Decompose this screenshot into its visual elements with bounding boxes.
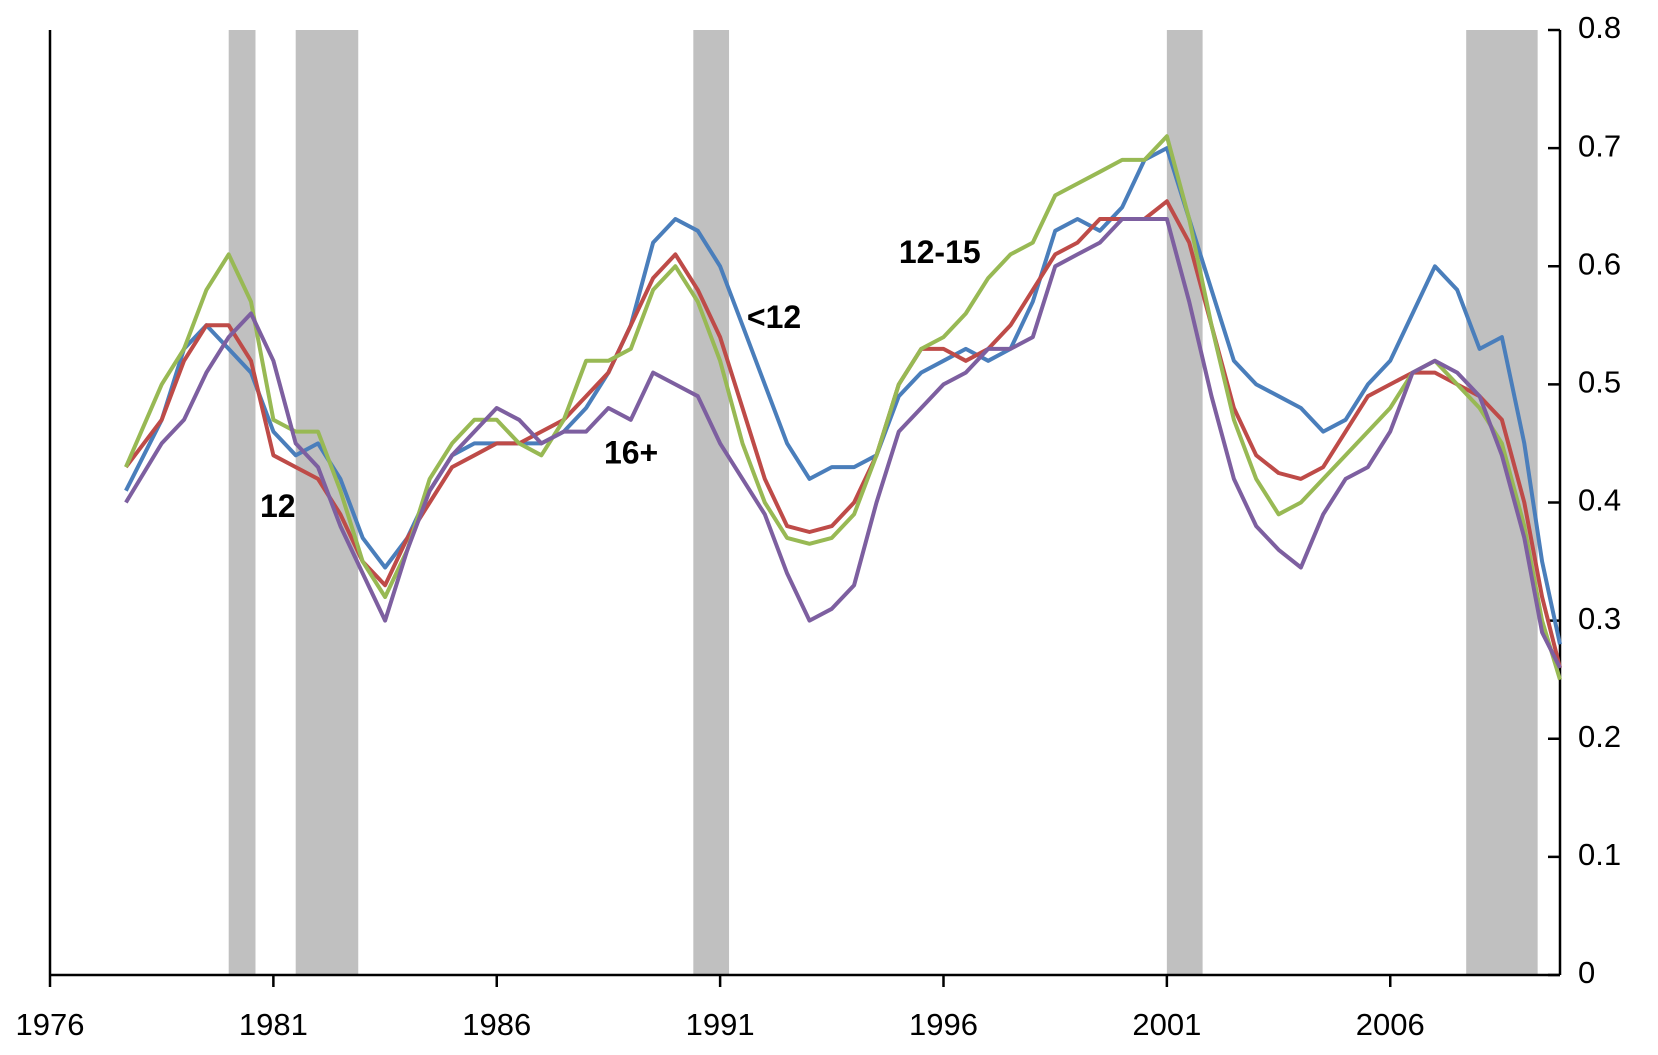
y-tick-label: 0.6 <box>1578 246 1621 281</box>
series-line <box>124 134 1562 681</box>
series-label: 16+ <box>604 435 658 471</box>
x-tick-label: 1981 <box>239 1007 308 1042</box>
recession-band <box>1166 30 1203 975</box>
series-line <box>124 199 1562 669</box>
recession-band <box>1466 30 1538 975</box>
y-tick-label: 0.3 <box>1578 601 1621 636</box>
y-tick-label: 0.8 <box>1578 10 1621 45</box>
series-label: <12 <box>747 299 801 335</box>
x-tick-label: 2001 <box>1132 1007 1201 1042</box>
series-label: 12 <box>260 488 296 524</box>
y-tick-label: 0.2 <box>1578 719 1621 754</box>
series-line <box>124 146 1562 645</box>
y-tick-label: 0.4 <box>1578 483 1621 518</box>
y-tick-label: 0.5 <box>1578 365 1621 400</box>
x-tick-label: 1986 <box>462 1007 531 1042</box>
x-tick-label: 2006 <box>1356 1007 1425 1042</box>
y-tick-label: 0.7 <box>1578 128 1621 163</box>
x-tick-label: 1976 <box>16 1007 85 1042</box>
recession-band <box>693 30 730 975</box>
y-tick-label: 0.1 <box>1578 837 1621 872</box>
series-line <box>124 217 1562 669</box>
series-label: 12-15 <box>899 234 981 270</box>
recession-band <box>228 30 256 975</box>
x-tick-label: 1991 <box>686 1007 755 1042</box>
y-tick-label: 0 <box>1578 955 1595 990</box>
x-tick-label: 1996 <box>909 1007 978 1042</box>
